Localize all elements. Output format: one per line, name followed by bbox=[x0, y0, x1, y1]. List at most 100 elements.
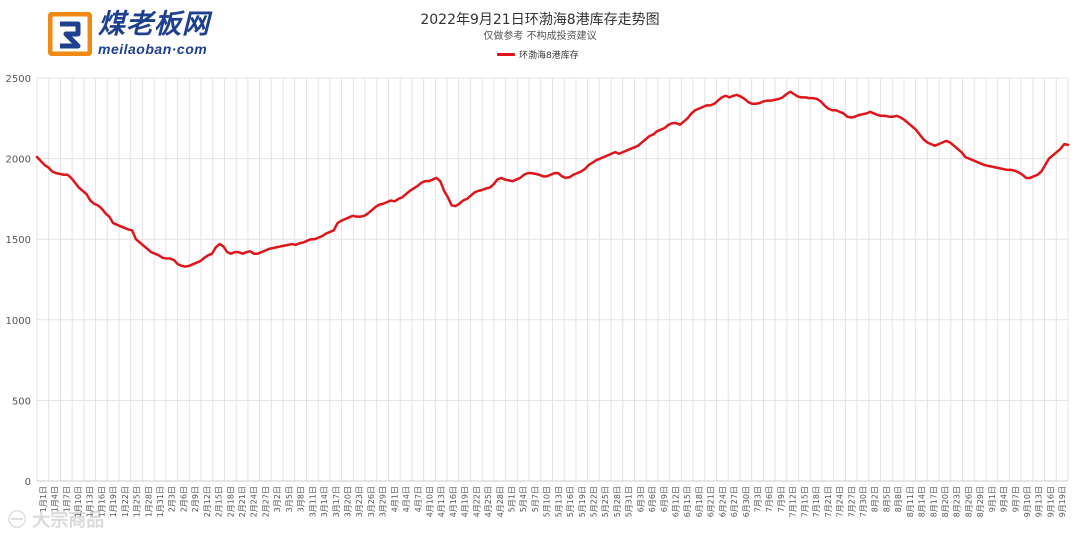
x-tick-label: 8月11日 bbox=[906, 486, 915, 517]
x-tick-label: 4月28日 bbox=[496, 486, 505, 517]
x-tick-label: 1月31日 bbox=[156, 486, 165, 517]
x-tick-label: 8月2日 bbox=[871, 486, 880, 512]
x-tick-label: 3月29日 bbox=[379, 486, 388, 517]
x-tick-label: 9月16日 bbox=[1046, 486, 1055, 517]
y-tick-label: 1000 bbox=[6, 316, 31, 327]
x-tick-label: 7月18日 bbox=[812, 486, 821, 517]
x-tick-label: 2月3日 bbox=[168, 486, 177, 512]
series-line bbox=[35, 90, 1070, 268]
x-tick-label: 3月8日 bbox=[297, 486, 306, 512]
legend-label: 环渤海8港库存 bbox=[519, 51, 579, 61]
x-tick-label: 8月17日 bbox=[929, 486, 938, 517]
x-tick-label: 9月4日 bbox=[1000, 486, 1009, 512]
x-tick-label: 3月11日 bbox=[308, 486, 317, 517]
x-tick-label: 6月3日 bbox=[636, 486, 645, 512]
x-tick-label: 2月12日 bbox=[203, 486, 212, 517]
x-tick-label: 5月19日 bbox=[578, 486, 587, 517]
x-tick-label: 3月23日 bbox=[355, 486, 364, 517]
x-tick-label: 6月30日 bbox=[742, 486, 751, 517]
y-tick-label: 0 bbox=[25, 477, 31, 488]
x-tick-label: 2月6日 bbox=[179, 486, 188, 512]
x-tick-label: 5月31日 bbox=[625, 486, 634, 517]
y-tick-label: 2500 bbox=[6, 74, 31, 85]
x-tick-label: 9月13日 bbox=[1035, 486, 1044, 517]
x-tick-label: 1月16日 bbox=[97, 486, 106, 517]
x-tick-label: 2月21日 bbox=[238, 486, 247, 517]
x-tick-label: 3月2日 bbox=[273, 486, 282, 512]
x-tick-label: 4月4日 bbox=[402, 486, 411, 512]
x-tick-label: 2月15日 bbox=[215, 486, 224, 517]
x-tick-label: 5月22日 bbox=[590, 486, 599, 517]
x-tick-label: 4月22日 bbox=[472, 486, 481, 517]
x-tick-label: 5月28日 bbox=[613, 486, 622, 517]
y-tick-label: 1500 bbox=[6, 235, 31, 246]
x-tick-label: 5月7日 bbox=[531, 486, 540, 512]
x-tick-label: 4月10日 bbox=[425, 486, 434, 517]
x-tick-label: 6月21日 bbox=[707, 486, 716, 517]
x-tick-label: 8月14日 bbox=[918, 486, 927, 517]
x-tick-label: 7月24日 bbox=[836, 486, 845, 517]
x-tick-label: 1月25日 bbox=[133, 486, 142, 517]
x-tick-label: 5月13日 bbox=[554, 486, 563, 517]
x-tick-label: 4月13日 bbox=[437, 486, 446, 517]
x-tick-label: 8月29日 bbox=[976, 486, 985, 517]
logo-english-text: meilaoban·com bbox=[98, 41, 208, 57]
x-tick-label: 4月16日 bbox=[449, 486, 458, 517]
x-tick-label: 6月15日 bbox=[683, 486, 692, 517]
x-tick-label: 1月1日 bbox=[39, 486, 48, 512]
x-tick-label: 8月5日 bbox=[882, 486, 891, 512]
x-tick-label: 6月6日 bbox=[648, 486, 657, 512]
y-tick-label: 2000 bbox=[6, 155, 31, 166]
x-tick-label: 4月7日 bbox=[414, 486, 423, 512]
x-tick-label: 8月8日 bbox=[894, 486, 903, 512]
logo-chinese-text: 煤老板网 bbox=[98, 9, 210, 40]
x-tick-label: 3月5日 bbox=[285, 486, 294, 512]
legend-swatch bbox=[497, 53, 515, 56]
x-tick-label: 3月17日 bbox=[332, 486, 341, 517]
x-tick-label: 1月10日 bbox=[74, 486, 83, 517]
x-tick-label: 7月27日 bbox=[847, 486, 856, 517]
x-tick-label: 9月7日 bbox=[1011, 486, 1020, 512]
x-tick-label: 8月20日 bbox=[941, 486, 950, 517]
y-tick-label: 500 bbox=[12, 396, 31, 407]
x-tick-label: 7月21日 bbox=[824, 486, 833, 517]
x-tick-label: 6月27日 bbox=[730, 486, 739, 517]
brand-logo: 煤老板网 meilaoban·com bbox=[48, 11, 210, 56]
x-tick-label: 6月18日 bbox=[695, 486, 704, 517]
x-tick-label: 3月20日 bbox=[343, 486, 352, 517]
x-tick-label: 9月19日 bbox=[1058, 486, 1067, 517]
x-tick-label: 6月9日 bbox=[660, 486, 669, 512]
x-tick-label: 9月1日 bbox=[988, 486, 997, 512]
x-tick-label: 7月3日 bbox=[754, 486, 763, 512]
x-tick-label: 1月22日 bbox=[121, 486, 130, 517]
x-tick-label: 4月1日 bbox=[390, 486, 399, 512]
x-tick-label: 5月1日 bbox=[507, 486, 516, 512]
x-tick-label: 1月4日 bbox=[51, 486, 60, 512]
x-tick-label: 2月18日 bbox=[226, 486, 235, 517]
x-tick-label: 7月6日 bbox=[765, 486, 774, 512]
x-tick-label: 3月26日 bbox=[367, 486, 376, 517]
x-tick-label: 1月7日 bbox=[62, 486, 71, 512]
x-tick-label: 5月10日 bbox=[543, 486, 552, 517]
x-tick-label: 7月9日 bbox=[777, 486, 786, 512]
x-tick-label: 7月15日 bbox=[800, 486, 809, 517]
x-tick-label: 1月28日 bbox=[144, 486, 153, 517]
x-tick-label: 1月19日 bbox=[109, 486, 118, 517]
x-tick-label: 4月25日 bbox=[484, 486, 493, 517]
logo-icon bbox=[48, 11, 92, 56]
chart-subtitle: 仅做参考 不构成投资建议 bbox=[483, 31, 597, 42]
x-tick-label: 7月12日 bbox=[789, 486, 798, 517]
x-tick-label: 2月27日 bbox=[261, 486, 270, 517]
chart-title: 2022年9月21日环渤海8港库存走势图 bbox=[420, 12, 660, 28]
x-tick-label: 8月26日 bbox=[964, 486, 973, 517]
x-tick-label: 1月13日 bbox=[86, 486, 95, 517]
x-tick-label: 2月24日 bbox=[250, 486, 259, 517]
x-tick-label: 8月23日 bbox=[953, 486, 962, 517]
x-tick-label: 6月24日 bbox=[718, 486, 727, 517]
chart-legend[interactable]: 环渤海8港库存 bbox=[497, 48, 579, 61]
x-tick-label: 5月25日 bbox=[601, 486, 610, 517]
x-tick-label: 5月4日 bbox=[519, 486, 528, 512]
x-tick-label: 5月16日 bbox=[566, 486, 575, 517]
